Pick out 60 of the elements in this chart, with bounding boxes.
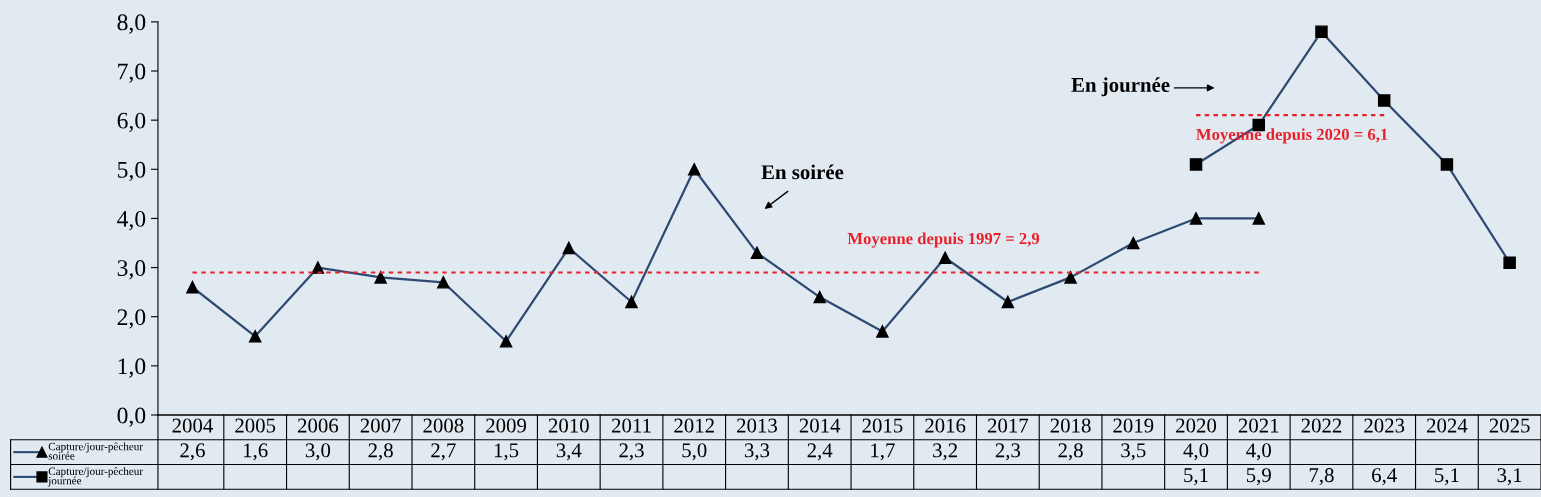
annotation: Moyenne depuis 1997 = 2,9 [847, 232, 1040, 248]
data-label: 1,7 [871, 443, 895, 461]
x-tick-label: 2012 [674, 418, 714, 433]
x-tick-label: 2005 [235, 418, 276, 433]
data-label: 2,8 [368, 443, 393, 461]
data-label: 3,4 [556, 443, 582, 461]
data-label: 2,7 [431, 443, 456, 461]
data-label: 2,3 [619, 443, 644, 461]
x-tick-label: 2009 [486, 418, 527, 433]
data-label: 3,0 [305, 443, 331, 461]
data-label: 3,3 [744, 443, 770, 461]
x-tick-label: 2010 [548, 418, 589, 433]
data-label: 4,0 [1246, 443, 1271, 461]
data-label: 3,5 [1121, 443, 1146, 461]
x-tick-label: 2015 [862, 418, 903, 433]
data-label: 5,1 [1184, 468, 1208, 486]
data-label: 2,6 [180, 443, 205, 461]
y-tick-label: 1,0 [118, 358, 146, 378]
annotation: En soirée [761, 164, 844, 180]
data-label: 7,8 [1309, 468, 1334, 486]
data-label: 5,1 [1435, 468, 1459, 486]
data-label: 5,9 [1246, 468, 1271, 486]
x-tick-label: 2011 [611, 418, 651, 433]
data-label: 4,0 [1183, 443, 1209, 461]
x-tick-label: 2017 [987, 418, 1029, 433]
data-label: 3,1 [1497, 468, 1522, 486]
x-tick-label: 2018 [1050, 418, 1091, 433]
x-tick-label: 2007 [360, 418, 401, 433]
data-label: 1,6 [243, 443, 268, 461]
x-tick-label: 2014 [799, 418, 841, 433]
x-tick-label: 2013 [737, 418, 777, 433]
y-tick-label: 7,0 [118, 63, 146, 83]
data-label: 5,0 [682, 443, 707, 461]
x-tick-label: 2025 [1489, 418, 1530, 433]
annotation: En journée [1071, 77, 1170, 97]
data-label: 2,8 [1058, 443, 1083, 461]
x-tick-label: 2020 [1176, 418, 1217, 433]
y-tick-label: 3,0 [117, 260, 146, 280]
x-tick-label: 2006 [297, 418, 339, 433]
data-label: 6,4 [1372, 468, 1397, 486]
y-tick-label: 0,0 [117, 407, 146, 427]
legend-label: Capture/jour-pêcheur soirée [48, 442, 143, 460]
x-tick-label: 2008 [423, 418, 464, 433]
x-tick-label: 2016 [925, 418, 966, 433]
data-label: 1,5 [494, 443, 519, 461]
legend-label: Capture/jour-pêcheur journée [47, 467, 143, 487]
y-tick-label: 8,0 [117, 14, 146, 34]
y-tick-label: 4,0 [117, 210, 146, 231]
y-tick-label: 6,0 [117, 112, 146, 132]
x-tick-label: 2024 [1427, 418, 1468, 433]
y-tick-label: 2,0 [117, 309, 146, 329]
data-label: 2,3 [995, 443, 1021, 461]
x-tick-label: 2019 [1113, 418, 1154, 433]
data-label: 3,2 [933, 443, 957, 461]
data-label: 2,4 [807, 443, 833, 461]
x-tick-label: 2004 [172, 418, 213, 433]
y-tick-label: 5,0 [118, 161, 146, 182]
x-tick-label: 2021 [1238, 418, 1279, 433]
x-tick-label: 2022 [1301, 418, 1342, 433]
x-tick-label: 2023 [1364, 418, 1405, 433]
